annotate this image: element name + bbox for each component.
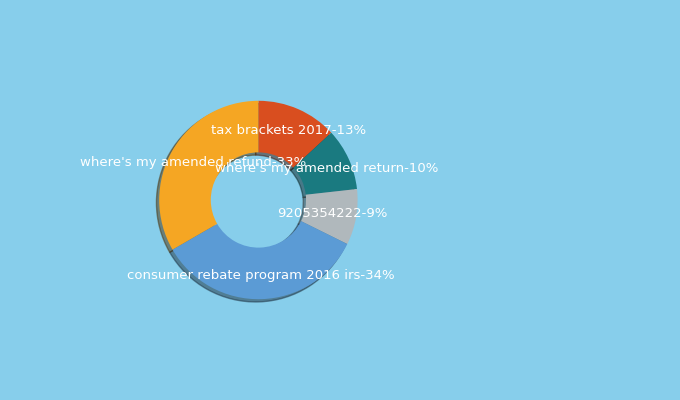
Wedge shape xyxy=(293,133,357,195)
Text: consumer rebate program 2016 irs-34%: consumer rebate program 2016 irs-34% xyxy=(127,269,394,282)
Text: where's my amended refund-33%: where's my amended refund-33% xyxy=(80,156,306,169)
Text: where's my amended return-10%: where's my amended return-10% xyxy=(216,162,439,175)
Wedge shape xyxy=(159,101,258,250)
Text: 9205354222-9%: 9205354222-9% xyxy=(277,206,388,220)
Wedge shape xyxy=(301,189,358,244)
Wedge shape xyxy=(173,221,347,299)
Text: tax brackets 2017-13%: tax brackets 2017-13% xyxy=(211,124,367,138)
Wedge shape xyxy=(258,101,331,168)
